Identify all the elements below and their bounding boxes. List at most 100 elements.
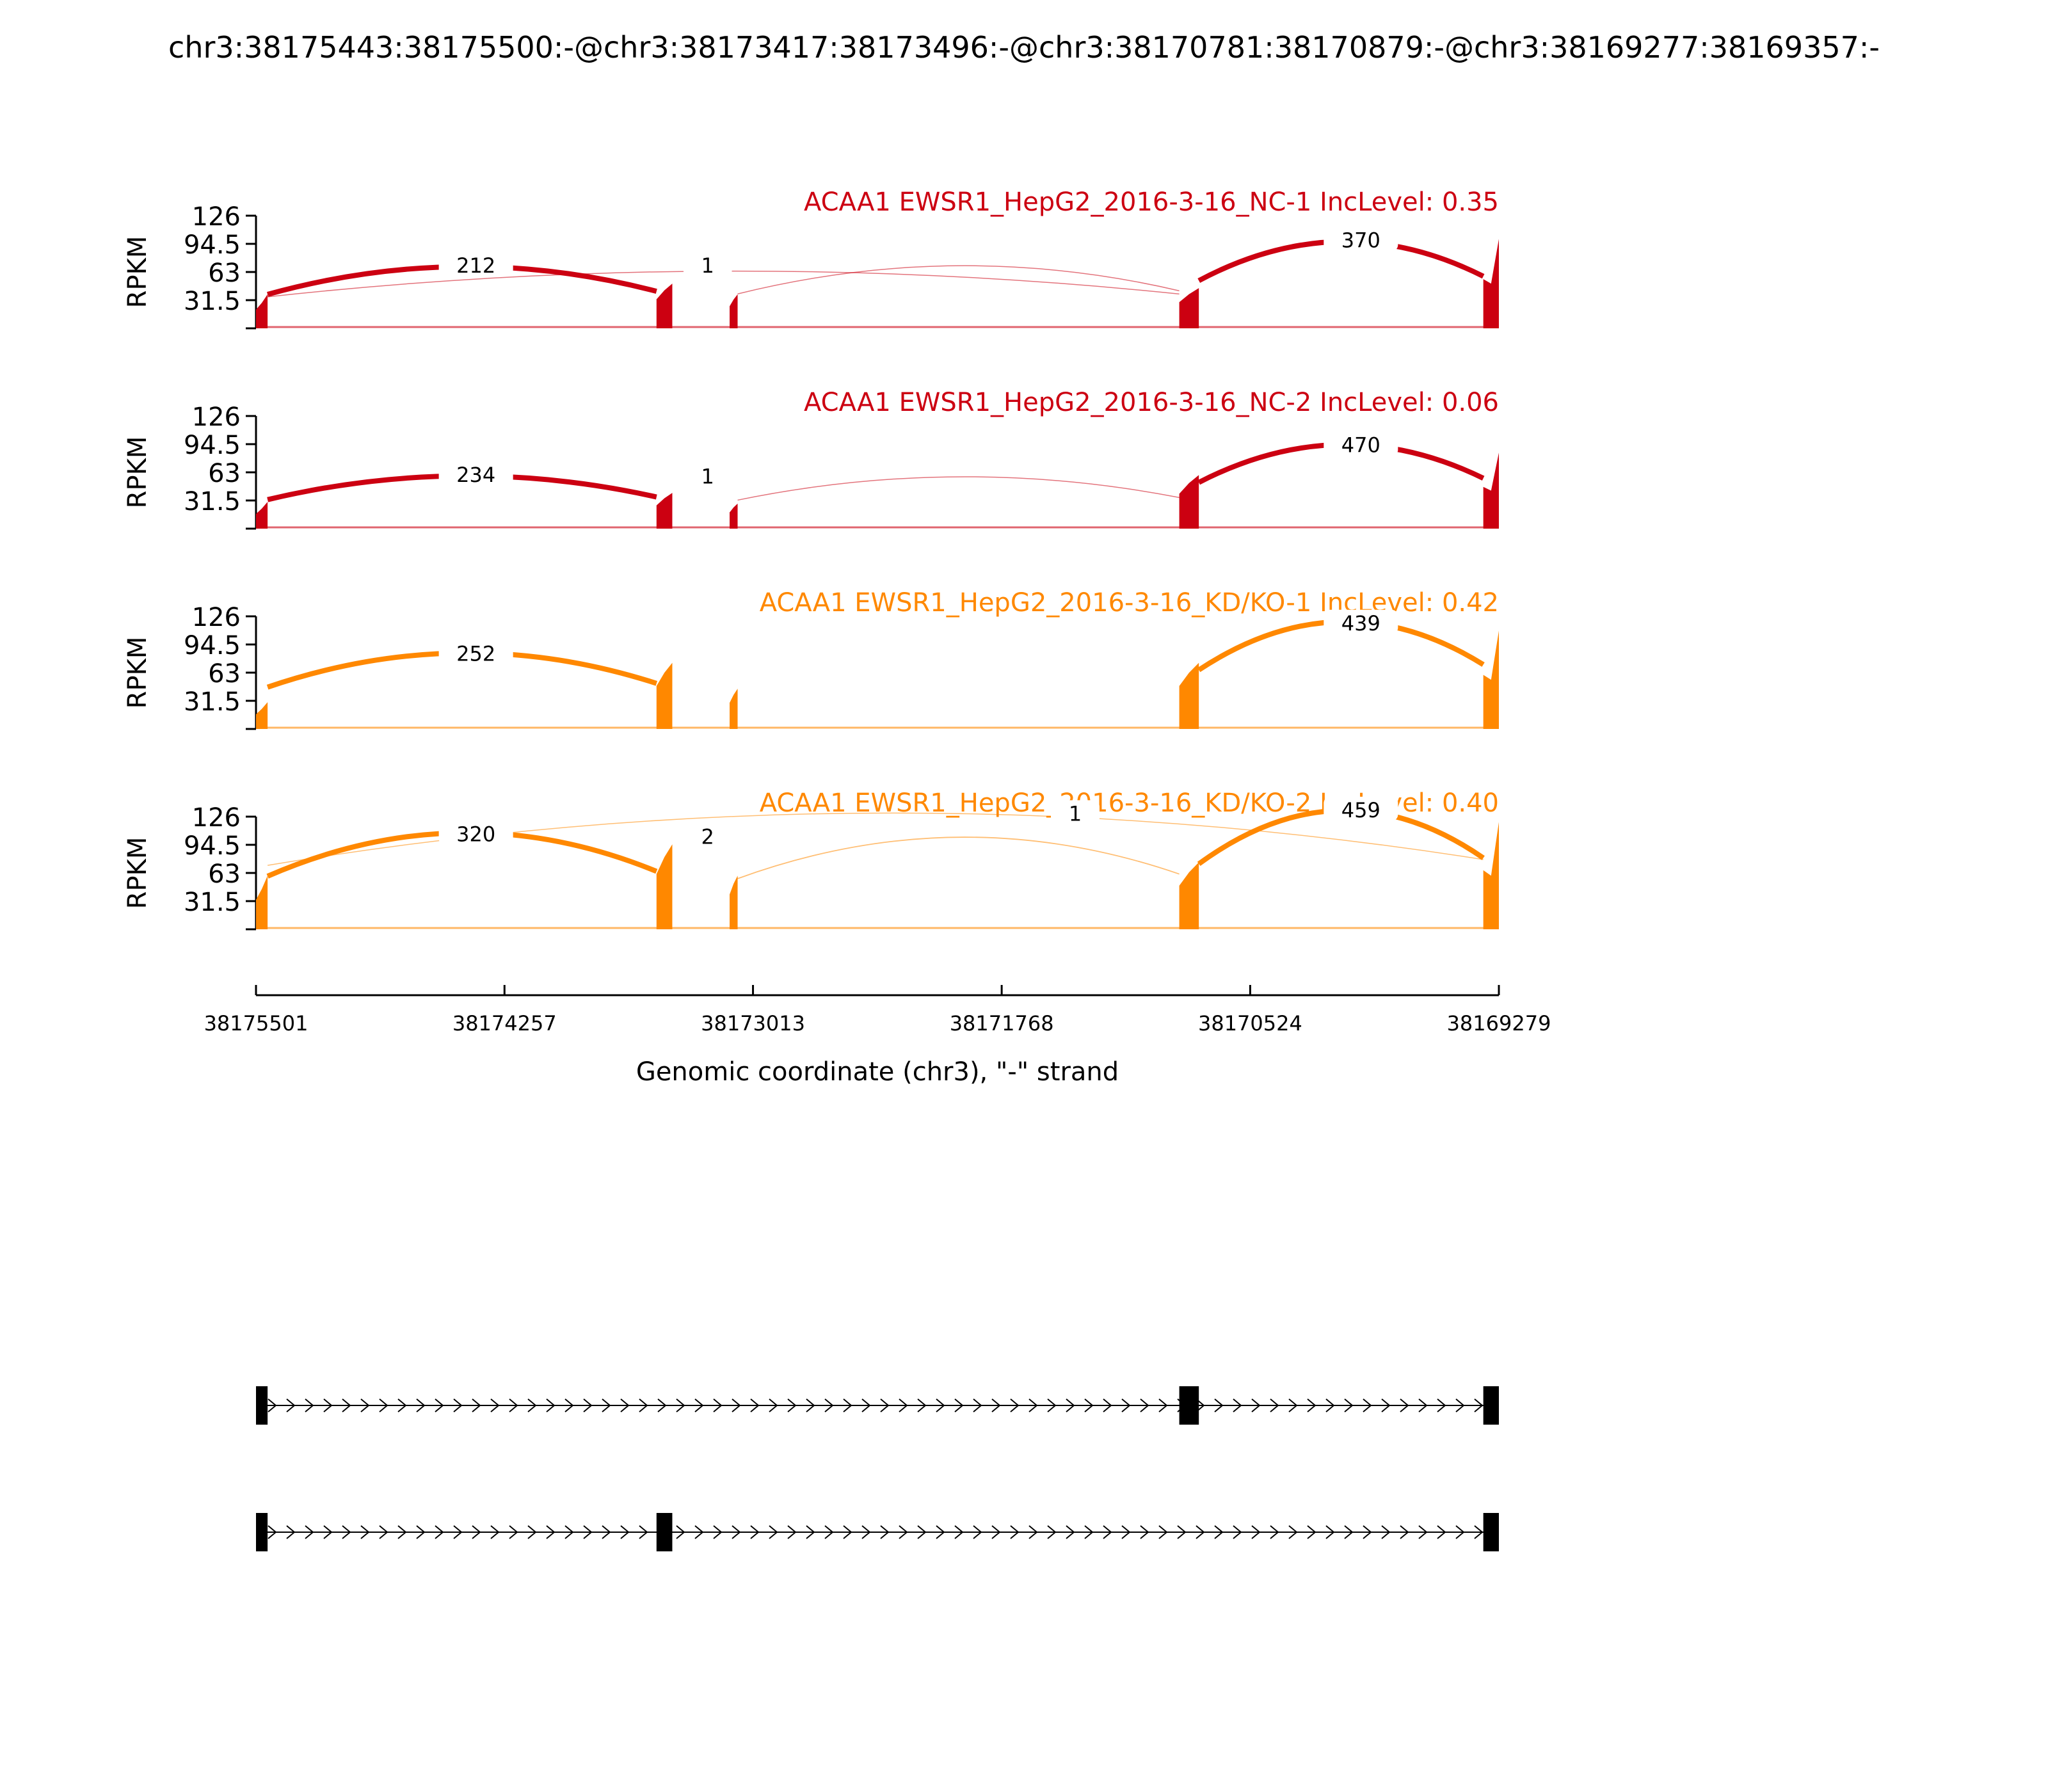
exon-coverage — [256, 502, 268, 529]
y-tick-label: 94.5 — [184, 831, 241, 861]
exon-coverage — [730, 876, 738, 929]
y-tick-label: 94.5 — [184, 230, 241, 260]
strand-arrow-icon — [1400, 1525, 1409, 1539]
strand-arrow-icon — [1344, 1398, 1354, 1412]
strand-arrow-icon — [787, 1398, 797, 1412]
exon-coverage — [730, 294, 738, 328]
junction-label-bg — [683, 252, 732, 276]
strand-arrow-icon — [268, 1525, 277, 1539]
strand-arrow-icon — [323, 1525, 333, 1539]
strand-arrow-icon — [1288, 1398, 1298, 1412]
exon-coverage — [656, 844, 673, 929]
strand-arrow-icon — [936, 1398, 945, 1412]
strand-arrow-icon — [1270, 1398, 1279, 1412]
strand-arrow-icon — [583, 1398, 593, 1412]
strand-arrow-icon — [509, 1525, 518, 1539]
exon-block — [256, 1513, 268, 1551]
junction-label: 470 — [1341, 433, 1380, 458]
exon-coverage — [656, 662, 673, 729]
strand-arrow-icon — [1121, 1398, 1131, 1412]
strand-arrow-icon — [824, 1398, 834, 1412]
strand-arrow-icon — [1251, 1398, 1261, 1412]
strand-arrow-icon — [1270, 1525, 1279, 1539]
junction-label: 439 — [1341, 611, 1380, 636]
strand-arrow-icon — [1288, 1525, 1298, 1539]
strand-arrow-icon — [861, 1525, 871, 1539]
exon-coverage — [1483, 452, 1499, 529]
strand-arrow-icon — [1084, 1525, 1094, 1539]
strand-arrow-icon — [973, 1525, 982, 1539]
strand-arrow-icon — [1233, 1398, 1242, 1412]
strand-arrow-icon — [379, 1525, 388, 1539]
strand-arrow-icon — [1437, 1525, 1446, 1539]
strand-arrow-icon — [1121, 1525, 1131, 1539]
strand-arrow-icon — [769, 1525, 778, 1539]
y-tick-label: 63 — [208, 459, 241, 488]
x-tick-label: 38174257 — [452, 1011, 557, 1036]
x-axis: 38175501 38174257 38173013 38171768 38170524… — [204, 985, 1551, 1036]
strand-arrow-icon — [732, 1398, 741, 1412]
strand-arrow-icon — [1251, 1525, 1261, 1539]
y-tick-label: 94.5 — [184, 431, 241, 460]
strand-arrow-icon — [973, 1398, 982, 1412]
junction-arc — [737, 265, 1180, 294]
junction-label-bg — [1324, 609, 1398, 634]
strand-arrow-icon — [1177, 1525, 1187, 1539]
strand-arrow-icon — [360, 1525, 370, 1539]
strand-arrow-icon — [991, 1525, 1001, 1539]
strand-arrow-icon — [620, 1525, 630, 1539]
strand-arrow-icon — [527, 1398, 537, 1412]
strand-arrow-icon — [843, 1398, 852, 1412]
x-axis-label: Genomic coordinate (chr3), "-" strand — [636, 1057, 1119, 1087]
junction-arc — [737, 836, 1180, 879]
strand-arrow-icon — [1103, 1398, 1112, 1412]
strand-arrow-icon — [676, 1398, 685, 1412]
junction-label-bg — [1324, 796, 1398, 821]
strand-arrow-icon — [416, 1525, 426, 1539]
junction-label: 1 — [1069, 801, 1082, 826]
strand-arrow-icon — [1307, 1398, 1316, 1412]
strand-arrow-icon — [1400, 1398, 1409, 1412]
strand-arrow-icon — [564, 1525, 574, 1539]
strand-arrow-icon — [694, 1525, 704, 1539]
junction-label: 234 — [456, 463, 495, 487]
panel-title: ACAA1 EWSR1_HepG2_2016-3-16_NC-1 IncLeve… — [804, 188, 1499, 217]
strand-arrow-icon — [750, 1525, 760, 1539]
strand-arrow-icon — [416, 1398, 426, 1412]
strand-arrow-icon — [676, 1525, 685, 1539]
isoform-1 — [256, 1386, 1499, 1425]
junction-label: 459 — [1341, 798, 1380, 822]
strand-arrow-icon — [1066, 1525, 1075, 1539]
junction-label: 320 — [456, 822, 495, 847]
exon-coverage — [256, 876, 268, 929]
strand-arrow-icon — [639, 1525, 648, 1539]
strand-arrow-icon — [286, 1398, 296, 1412]
strand-arrow-icon — [713, 1525, 723, 1539]
junction-label: 1 — [701, 465, 714, 489]
strand-arrow-icon — [472, 1525, 481, 1539]
junction-label-bg — [1050, 800, 1100, 825]
strand-arrow-icon — [954, 1398, 964, 1412]
strand-arrow-icon — [1158, 1398, 1168, 1412]
exon-block — [1483, 1513, 1499, 1551]
isoform-track — [256, 1386, 1499, 1551]
strand-arrow-icon — [1363, 1525, 1372, 1539]
strand-arrow-icon — [342, 1398, 351, 1412]
strand-arrow-icon — [435, 1525, 444, 1539]
strand-arrow-icon — [1437, 1398, 1446, 1412]
x-tick-label: 38170524 — [1198, 1011, 1302, 1036]
strand-arrow-icon — [1474, 1398, 1484, 1412]
strand-arrow-icon — [602, 1398, 611, 1412]
strand-arrow-icon — [732, 1525, 741, 1539]
strand-arrow-icon — [1455, 1525, 1465, 1539]
strand-arrow-icon — [843, 1525, 852, 1539]
strand-arrow-icon — [490, 1398, 500, 1412]
junction-label: 2 — [701, 825, 714, 849]
exon-coverage — [256, 294, 268, 328]
strand-arrow-icon — [824, 1525, 834, 1539]
x-tick-label: 38173013 — [701, 1011, 805, 1036]
strand-arrow-icon — [360, 1398, 370, 1412]
strand-arrow-icon — [806, 1525, 815, 1539]
strand-arrow-icon — [1307, 1525, 1316, 1539]
